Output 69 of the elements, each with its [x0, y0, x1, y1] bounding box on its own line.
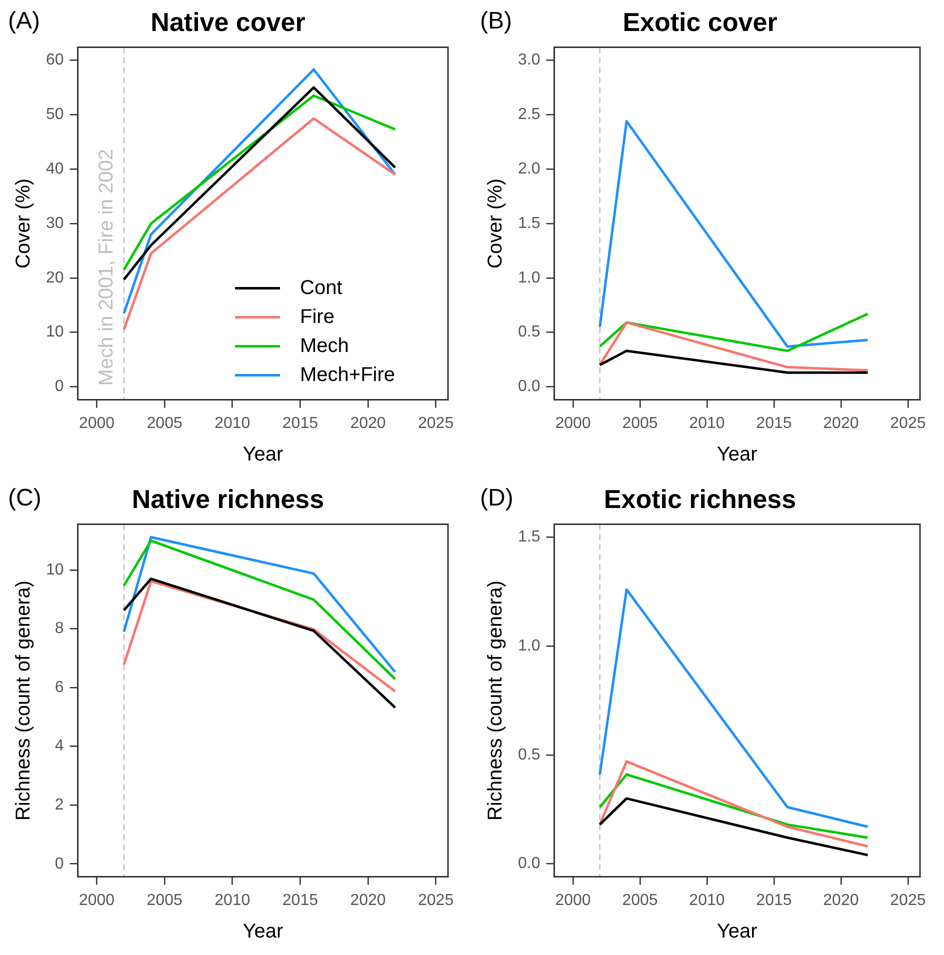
x-tick-label: 2005	[146, 414, 182, 432]
y-axis-title: Richness (count of genera)	[484, 580, 507, 821]
x-tick-label: 2020	[823, 892, 859, 909]
x-axis-title: Year	[242, 920, 284, 943]
x-tick-label: 2025	[890, 892, 926, 909]
y-tick-label: 10	[46, 561, 64, 578]
x-tick-label: 2000	[555, 414, 591, 432]
y-tick-label: 1.0	[518, 637, 540, 654]
x-tick-label: 2005	[622, 892, 658, 909]
x-tick-label: 2000	[78, 892, 115, 909]
chart-title: Native cover	[150, 6, 306, 37]
y-axis-title: Richness (count of genera)	[12, 580, 35, 821]
legend-label: Cont	[300, 276, 343, 299]
y-tick-label: 40	[46, 160, 64, 178]
x-tick-label: 2015	[756, 892, 792, 909]
y-tick-label: 30	[46, 214, 64, 232]
x-tick-label: 2020	[823, 414, 859, 432]
x-axis-title: Year	[242, 444, 284, 466]
y-tick-label: 2	[54, 796, 64, 814]
legend-label: Mech+Fire	[300, 364, 396, 386]
y-tick-label: 50	[46, 106, 64, 124]
x-axis-title: Year	[716, 920, 758, 943]
y-tick-label: 0.5	[518, 324, 540, 341]
x-tick-label: 2005	[622, 414, 658, 432]
x-tick-label: 2020	[350, 892, 386, 909]
y-tick-label: 60	[46, 52, 64, 69]
ref-line-label: Mech in 2001, Fire in 2002	[95, 148, 118, 386]
y-tick-label: 1.5	[518, 214, 540, 232]
legend-label: Mech	[300, 334, 349, 357]
y-tick-label: 0.0	[518, 855, 540, 872]
y-tick-label: 1.0	[518, 269, 540, 286]
x-tick-label: 2000	[555, 892, 591, 909]
x-tick-label: 2015	[282, 414, 318, 432]
x-tick-label: 2010	[214, 892, 250, 909]
y-tick-label: 0	[54, 855, 64, 872]
y-tick-label: 10	[46, 324, 64, 341]
x-tick-label: 2010	[689, 892, 725, 909]
chart-title: Native richness	[132, 484, 324, 514]
text: (C)	[8, 484, 42, 512]
y-axis-title: Cover (%)	[484, 178, 507, 269]
x-tick-label: 2010	[214, 414, 250, 432]
y-tick-label: 0	[54, 378, 64, 396]
chart-title: Exotic richness	[604, 484, 796, 514]
y-tick-label: 20	[46, 269, 64, 286]
x-tick-label: 2000	[78, 414, 115, 432]
y-tick-label: 0.0	[518, 378, 540, 396]
chart-title: Exotic cover	[622, 6, 778, 37]
x-axis-title: Year	[716, 444, 758, 466]
x-tick-label: 2025	[418, 414, 454, 432]
x-tick-label: 2015	[282, 892, 318, 909]
text: (A)	[8, 8, 40, 35]
x-tick-label: 2025	[418, 892, 454, 909]
x-tick-label: 2010	[689, 414, 725, 432]
text: (B)	[480, 8, 512, 35]
text: (D)	[480, 484, 514, 512]
x-tick-label: 2015	[756, 414, 792, 432]
y-tick-label: 6	[54, 678, 64, 696]
y-tick-label: 0.5	[518, 746, 540, 764]
y-tick-label: 4	[54, 738, 64, 755]
y-tick-label: 1.5	[518, 528, 540, 546]
y-tick-label: 2.5	[518, 106, 540, 124]
y-tick-label: 3.0	[518, 52, 540, 69]
y-axis-title: Cover (%)	[12, 178, 35, 269]
y-tick-label: 2.0	[518, 160, 540, 178]
x-tick-label: 2020	[350, 414, 386, 432]
x-tick-label: 2025	[890, 414, 926, 432]
y-tick-label: 8	[54, 620, 64, 638]
x-tick-label: 2005	[146, 892, 182, 909]
legend-label: Fire	[300, 306, 334, 328]
